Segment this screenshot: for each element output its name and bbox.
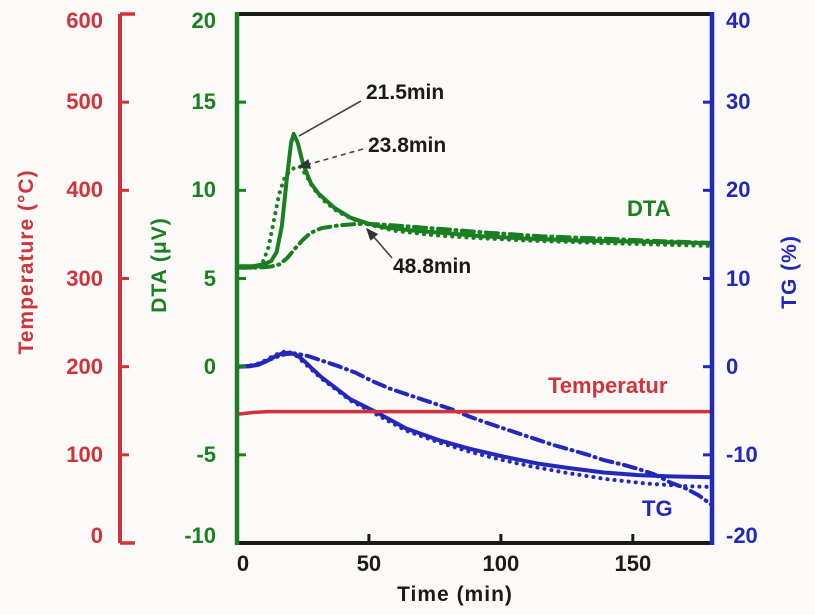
tg-tick-label-0: 0	[726, 353, 739, 379]
dta-tick-label-5: 5	[203, 265, 216, 291]
dta-axis-title: DTA (μV)	[148, 217, 171, 313]
series-solid-temperature	[236, 409, 712, 417]
temp-tick-label-200: 200	[66, 353, 103, 379]
tg-axis-title: TG (%)	[778, 235, 801, 309]
tg-tick-label-20: 20	[726, 177, 751, 203]
series-dashdot-tg	[235, 351, 714, 508]
series-dotted-dta	[235, 164, 714, 270]
temp-tick-label-600: 600	[66, 8, 103, 33]
dta-tick-label-15: 15	[191, 89, 216, 115]
dta-curve-label: DTA	[627, 196, 671, 221]
annotation-leader-2	[365, 227, 393, 259]
temp-tick-label-500: 500	[66, 89, 103, 115]
tg-curve-label: TG	[642, 496, 673, 521]
series-dotted-tg	[235, 349, 714, 489]
x-tick-label-0: 0	[236, 551, 250, 576]
dta-tick-label-0: 0	[203, 353, 216, 379]
series-dashdot-dta	[235, 221, 714, 270]
tg-tick-label--20: -20	[726, 523, 758, 548]
dta-tick-label-20: 20	[191, 8, 216, 33]
tg-tick-label-30: 30	[726, 89, 751, 115]
temp-tick-label-400: 400	[66, 177, 103, 203]
temp-tick-label-100: 100	[66, 441, 103, 467]
temp-tick-label-0: 0	[90, 523, 103, 548]
annotation-23-8min: 23.8min	[368, 134, 447, 157]
annotation-48-8min: 48.8min	[393, 255, 472, 278]
time-axis-title: Time (min)	[397, 583, 513, 606]
x-tick-label-100: 100	[482, 551, 520, 576]
temp-tick-label-300: 300	[66, 265, 103, 291]
x-tick-label-150: 150	[614, 551, 652, 576]
dta-tick-label-10: 10	[191, 177, 216, 203]
temperature-curve-label: Temperatur	[548, 373, 668, 398]
annotation-leader-1	[297, 148, 364, 169]
annotation-21-5min: 21.5min	[366, 81, 445, 104]
x-tick-label-50: 50	[356, 551, 382, 576]
temperature-axis-title: Temperature (°C)	[15, 169, 38, 355]
tg-tick-label-40: 40	[726, 8, 751, 33]
series-solid-tg	[236, 350, 713, 480]
dta-tick-label--10: -10	[184, 523, 216, 548]
tg-tick-label-10: 10	[726, 265, 751, 291]
dta-tick-label--5: -5	[196, 441, 216, 467]
tg-tick-label--10: -10	[726, 441, 758, 467]
annotation-leader-0	[298, 100, 362, 137]
